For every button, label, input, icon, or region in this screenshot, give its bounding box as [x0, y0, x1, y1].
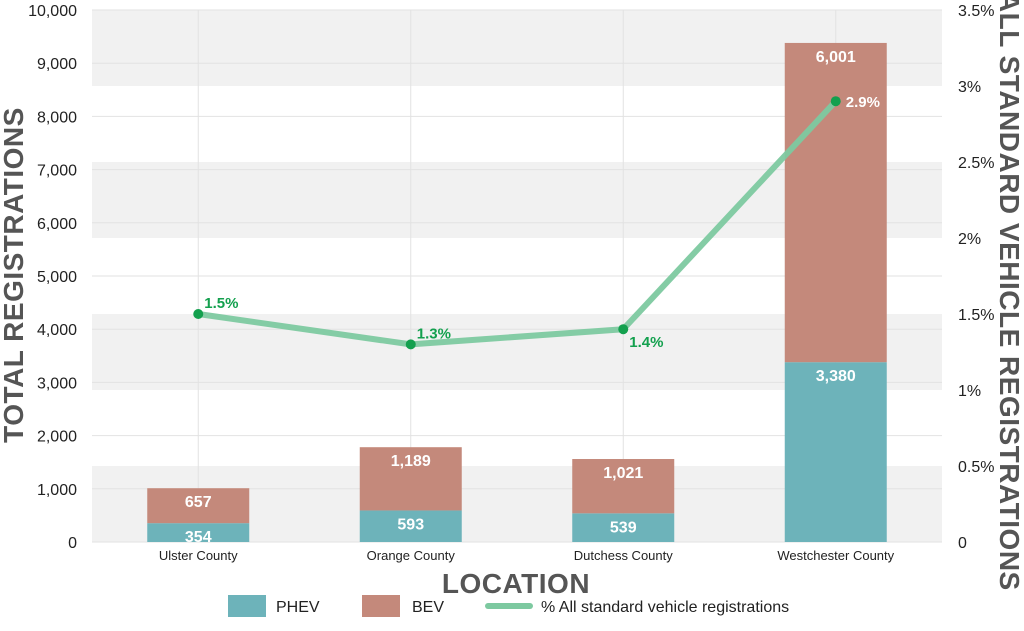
- x-tick-label: Orange County: [367, 548, 456, 563]
- bar-label-bev: 1,189: [391, 453, 431, 470]
- y2-tick-label: 1%: [958, 383, 981, 400]
- percent-line-path: [195, 98, 839, 348]
- x-axis-title: LOCATION: [442, 568, 590, 599]
- y-axis-title: TOTAL REGISTRATIONS: [0, 107, 29, 443]
- y-axis-ticks: 0 1,000 2,000 3,000 4,000 5,000 6,000 7,000 8,00…: [28, 3, 77, 552]
- y2-tick-label: 1.5%: [958, 307, 994, 324]
- bar-label-phev: 539: [610, 519, 637, 536]
- x-tick-label: Dutchess County: [574, 548, 673, 563]
- y-tick-label: 5,000: [37, 269, 77, 286]
- bar-label-phev: 354: [185, 529, 212, 546]
- percent-label: 1.5%: [204, 295, 238, 312]
- legend: PHEV BEV % All standard vehicle registrati…: [228, 595, 789, 617]
- legend-label-line: % All standard vehicle registrations: [541, 599, 789, 616]
- bar-bev: [147, 488, 250, 524]
- y-tick-label: 3,000: [37, 375, 77, 392]
- x-axis-ticks: Ulster County Orange County Dutchess Count…: [159, 548, 895, 563]
- bar-bev: [572, 459, 675, 514]
- percent-point: [193, 309, 204, 319]
- y-tick-label: 4,000: [37, 322, 77, 339]
- y2-tick-label: 0.5%: [958, 459, 994, 476]
- y2-tick-label: 0: [958, 535, 967, 552]
- legend-label-phev: PHEV: [276, 599, 320, 616]
- bar-bev: [359, 447, 462, 511]
- percent-label: 1.3%: [417, 325, 451, 342]
- bar-label-phev: 3,380: [816, 368, 856, 385]
- y2-tick-label: 3%: [958, 79, 981, 96]
- bar-label-bev: 657: [185, 494, 212, 511]
- percent-point: [618, 324, 629, 335]
- bar-label-phev: 593: [397, 516, 424, 533]
- bar-label-bev: 1,021: [603, 465, 643, 482]
- y2-axis-ticks: 0 0.5% 1% 1.5% 2% 2.5% 3% 3.5%: [958, 3, 994, 552]
- bar-phev: [147, 523, 250, 542]
- bar-phev: [359, 510, 462, 542]
- percent-line: 1.5% 1.3% 1.4% 2.9%: [193, 94, 880, 351]
- bar-phev: [784, 362, 887, 542]
- percent-point: [405, 339, 416, 350]
- bars: [147, 42, 887, 542]
- y-tick-label: 0: [68, 535, 77, 552]
- percent-label: 1.4%: [629, 334, 663, 351]
- bar-labels: 354 657 593 1,189 539 1,021 3,380 6,001: [185, 49, 856, 546]
- y-tick-label: 8,000: [37, 109, 77, 126]
- y-tick-label: 7,000: [37, 163, 77, 180]
- legend-swatch-phev: [228, 595, 266, 617]
- y-tick-label: 2,000: [37, 429, 77, 446]
- y-tick-label: 6,000: [37, 216, 77, 233]
- y-tick-label: 10,000: [28, 3, 77, 20]
- y2-axis-title: % ALL STANDARD VEHICLE REGISTRATIONS: [994, 0, 1024, 591]
- bar-label-bev: 6,001: [816, 49, 856, 66]
- legend-swatch-bev: [362, 595, 400, 617]
- x-tick-label: Westchester County: [777, 548, 894, 563]
- y-tick-label: 9,000: [37, 56, 77, 73]
- x-tick-label: Ulster County: [159, 548, 238, 563]
- legend-label-bev: BEV: [412, 599, 444, 616]
- y2-tick-label: 3.5%: [958, 3, 994, 20]
- percent-label: 2.9%: [846, 94, 880, 111]
- bar-phev: [572, 513, 675, 542]
- y-tick-label: 1,000: [37, 482, 77, 499]
- bar-bev: [784, 42, 887, 363]
- y2-tick-label: 2.5%: [958, 155, 994, 172]
- percent-point: [830, 96, 841, 107]
- y2-tick-label: 2%: [958, 231, 981, 248]
